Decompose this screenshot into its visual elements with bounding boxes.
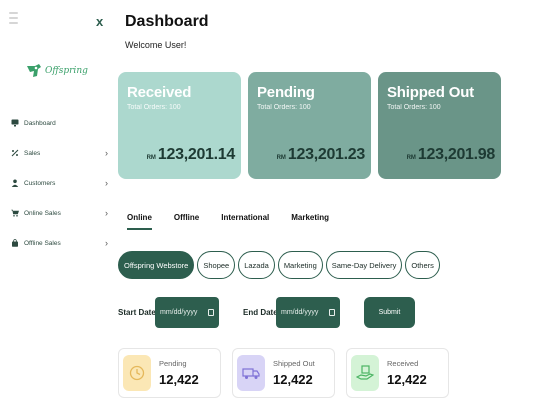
- card-total-orders: Total Orders: 100: [127, 104, 181, 111]
- stat-value: 12,422: [387, 372, 427, 387]
- sidebar-item-offline-sales[interactable]: Offline Sales ›: [10, 228, 110, 258]
- shipped-out-card: Shipped Out Total Orders: 100 RM 123,201…: [378, 72, 501, 179]
- chip-shopee[interactable]: Shopee: [197, 251, 236, 279]
- chevron-right-icon: ›: [105, 178, 108, 188]
- sidebar-item-customers[interactable]: Customers ›: [10, 168, 110, 198]
- sidebar-item-online-sales[interactable]: Online Sales ›: [10, 198, 110, 228]
- cart-icon: [10, 209, 19, 218]
- stat-label: Shipped Out: [273, 359, 315, 368]
- received-card: Received Total Orders: 100 RM 123,201.14: [118, 72, 241, 179]
- chip-offspring-webstore[interactable]: Offspring Webstore: [118, 251, 195, 279]
- amount-value: 123,201.14: [157, 146, 235, 163]
- chevron-right-icon: ›: [105, 208, 108, 218]
- calendar-icon[interactable]: [329, 309, 335, 316]
- card-amount: RM 123,201.98: [406, 146, 496, 164]
- card-amount: RM 123,201.14: [146, 146, 236, 164]
- calendar-icon[interactable]: [208, 309, 214, 316]
- sidebar-item-dashboard[interactable]: Dashboard: [10, 108, 110, 138]
- sidebar-item-label: Sales: [24, 149, 41, 157]
- sidebar: x Offspring Dashboard Sales › Customers: [0, 0, 112, 405]
- currency-label: RM: [276, 155, 286, 161]
- card-title: Received: [127, 84, 192, 101]
- chip-marketing[interactable]: Marketing: [277, 251, 323, 279]
- logo: Offspring: [25, 63, 88, 79]
- user-icon: [10, 179, 19, 188]
- card-title: Shipped Out: [387, 84, 474, 101]
- monitor-icon: [10, 119, 19, 128]
- menu-icon[interactable]: [9, 12, 18, 24]
- received-stat-card: Received 12,422: [346, 348, 449, 398]
- chevron-right-icon: ›: [105, 238, 108, 248]
- start-date-label: Start Date: [118, 308, 156, 317]
- currency-label: RM: [406, 155, 416, 161]
- sidebar-item-label: Online Sales: [24, 209, 61, 217]
- date-placeholder: mm/dd/yyyy: [281, 309, 319, 316]
- sidebar-item-label: Dashboard: [24, 119, 56, 127]
- truck-icon: [237, 355, 265, 391]
- close-sidebar-button[interactable]: x: [96, 14, 104, 29]
- card-total-orders: Total Orders: 100: [257, 104, 311, 111]
- logo-icon: [27, 64, 41, 77]
- logo-text: Offspring: [45, 66, 88, 76]
- tab-online[interactable]: Online: [127, 213, 152, 230]
- channel-tabs: Online Offline International Marketing: [127, 213, 351, 230]
- clock-icon: [123, 355, 151, 391]
- tab-international[interactable]: International: [221, 213, 270, 222]
- amount-value: 123,201.98: [417, 146, 495, 163]
- end-date-label: End Date: [243, 308, 278, 317]
- pending-card: Pending Total Orders: 100 RM 123,201.23: [248, 72, 371, 179]
- sidebar-item-label: Offline Sales: [24, 239, 61, 247]
- chip-same-day-delivery[interactable]: Same-Day Delivery: [325, 251, 403, 279]
- chip-others[interactable]: Others: [405, 251, 440, 279]
- welcome-message: Welcome User!: [125, 40, 187, 50]
- tab-marketing[interactable]: Marketing: [291, 213, 330, 222]
- pending-stat-card: Pending 12,422: [118, 348, 221, 398]
- submit-button[interactable]: Submit: [364, 297, 415, 328]
- shipped-out-stat-card: Shipped Out 12,422: [232, 348, 335, 398]
- tab-offline[interactable]: Offline: [173, 213, 200, 222]
- card-amount: RM 123,201.23: [276, 146, 366, 164]
- card-title: Pending: [257, 84, 315, 101]
- stat-value: 12,422: [159, 372, 199, 387]
- sidebar-item-label: Customers: [24, 179, 56, 187]
- stat-value: 12,422: [273, 372, 313, 387]
- package-hand-icon: [351, 355, 379, 391]
- stat-label: Pending: [159, 359, 187, 368]
- card-total-orders: Total Orders: 100: [387, 104, 441, 111]
- start-date-input[interactable]: mm/dd/yyyy: [155, 297, 219, 328]
- end-date-input[interactable]: mm/dd/yyyy: [276, 297, 340, 328]
- sidebar-item-sales[interactable]: Sales ›: [10, 138, 110, 168]
- percent-icon: [10, 149, 19, 158]
- stat-label: Received: [387, 359, 419, 368]
- currency-label: RM: [146, 155, 156, 161]
- bag-icon: [10, 239, 19, 248]
- amount-value: 123,201.23: [287, 146, 365, 163]
- date-placeholder: mm/dd/yyyy: [160, 309, 198, 316]
- chevron-right-icon: ›: [105, 148, 108, 158]
- chip-lazada[interactable]: Lazada: [238, 251, 275, 279]
- sidebar-nav: Dashboard Sales › Customers › Online Sal…: [10, 108, 110, 258]
- platform-filter: Offspring Webstore Shopee Lazada Marketi…: [118, 251, 440, 279]
- page-title: Dashboard: [125, 13, 209, 30]
